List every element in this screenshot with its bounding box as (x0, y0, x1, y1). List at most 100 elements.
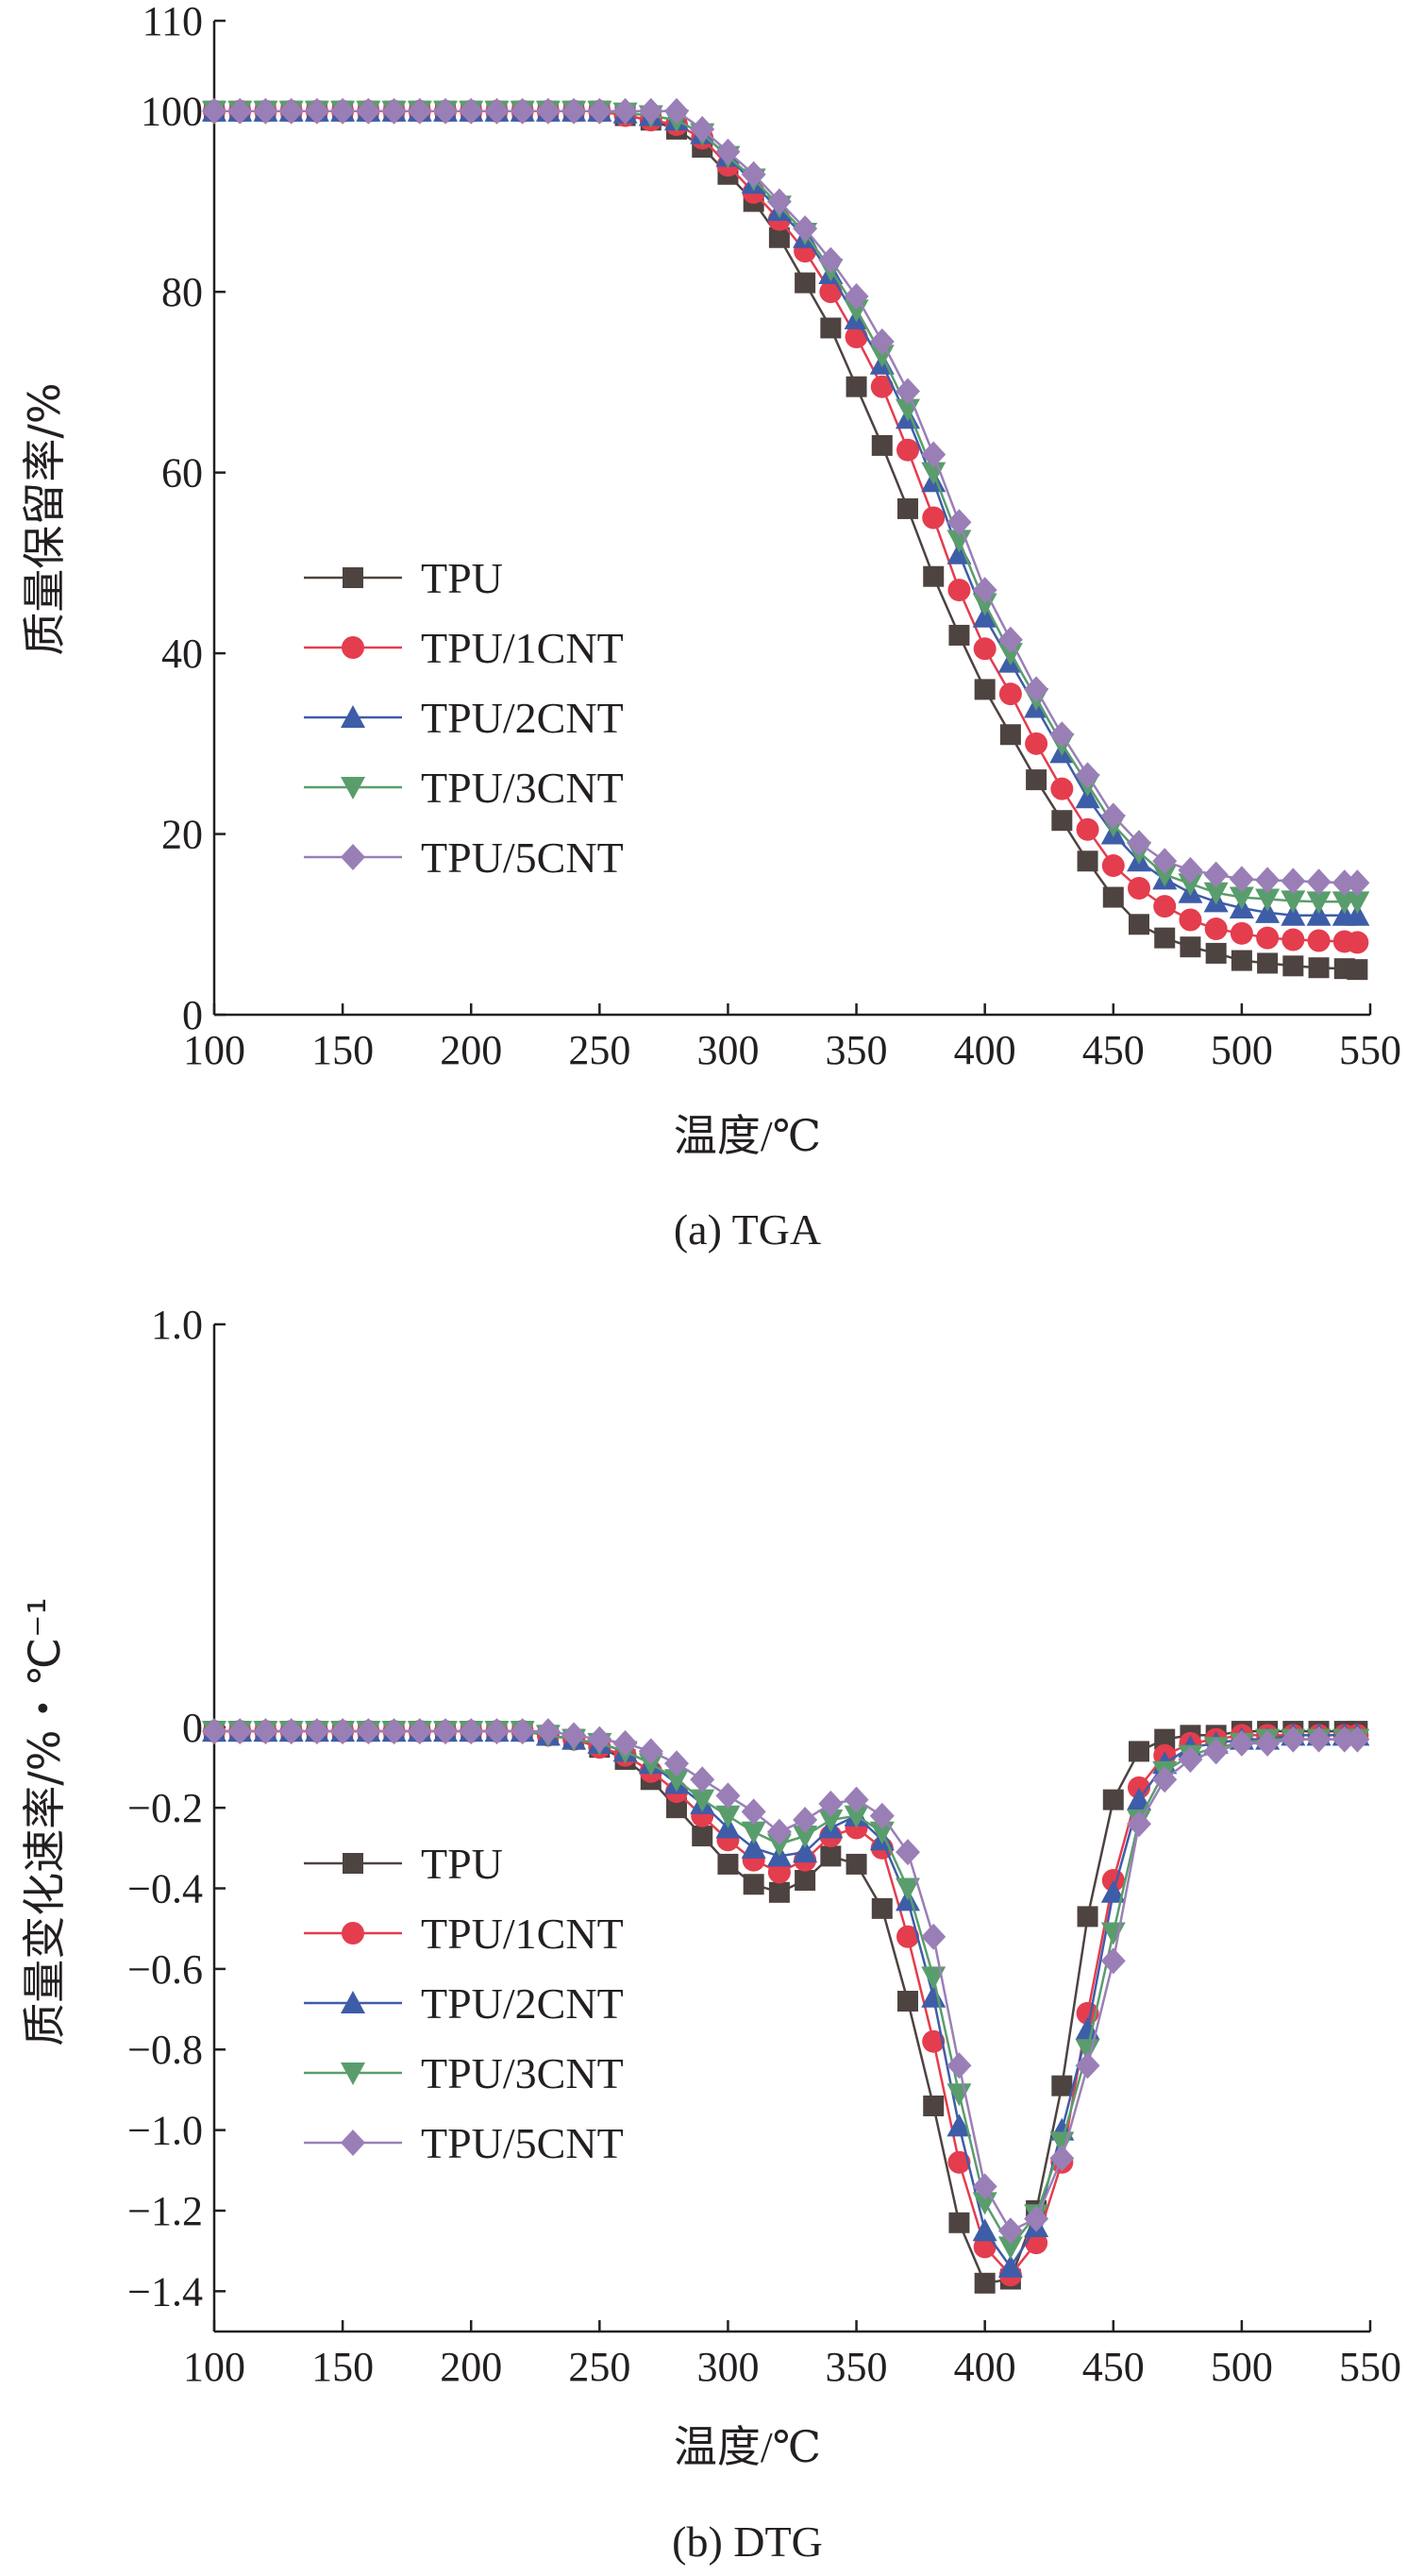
data-point (1306, 868, 1332, 896)
data-point (1049, 2145, 1075, 2172)
tga-y-axis-label: 质量保留率/% (19, 382, 70, 655)
data-point (972, 2218, 997, 2242)
legend-item: TPU/2CNT (304, 694, 624, 742)
data-point (1282, 955, 1304, 977)
data-point (1345, 869, 1370, 897)
x-tick-label: 450 (1082, 2344, 1145, 2390)
data-point (896, 378, 920, 405)
x-tick-label: 500 (1211, 1027, 1273, 1073)
data-point (795, 1869, 816, 1891)
data-point (1255, 867, 1281, 894)
data-point (846, 1853, 867, 1875)
data-point (330, 1718, 356, 1745)
data-point (510, 1718, 535, 1745)
data-point (845, 326, 868, 349)
legend-marker (341, 2130, 365, 2156)
data-point (844, 282, 869, 310)
y-tick-label: −1.0 (127, 2108, 203, 2154)
data-point (1100, 1947, 1126, 1975)
legend-label: TPU/3CNT (421, 2049, 624, 2097)
legend-item: TPU/1CNT (304, 624, 624, 672)
data-point (612, 97, 638, 125)
data-point (897, 497, 918, 519)
data-point (1346, 931, 1369, 954)
data-point (897, 1991, 918, 2012)
data-point (1204, 918, 1228, 941)
data-point (972, 593, 997, 616)
data-point (766, 1818, 792, 1845)
x-tick-label: 400 (954, 2344, 1016, 2390)
data-point (381, 97, 407, 125)
legend-marker (343, 1853, 363, 1874)
data-point (946, 541, 972, 564)
data-point (1077, 1906, 1098, 1928)
data-point (1203, 1738, 1229, 1765)
data-point (1229, 1729, 1254, 1757)
data-point (638, 97, 663, 125)
data-point (253, 1718, 278, 1745)
data-point (1024, 2205, 1049, 2232)
y-tick-label: 20 (161, 812, 203, 858)
x-tick-label: 200 (440, 2344, 502, 2390)
data-point (766, 188, 792, 215)
data-point (1203, 861, 1229, 888)
data-point (1102, 1789, 1124, 1810)
legend: TPU TPU/1CNT TPU/2CNT TPU/3CNT TPU/5CNT (304, 1840, 624, 2167)
y-tick-label: 110 (142, 0, 203, 44)
data-point (1230, 921, 1253, 945)
legend-marker (341, 2062, 365, 2085)
y-tick-label: 80 (161, 269, 203, 315)
data-point (1203, 882, 1229, 905)
x-tick-label: 250 (568, 2344, 630, 2390)
series-tpu (204, 100, 1368, 981)
legend-marker (341, 705, 365, 728)
legend-label: TPU (421, 1840, 503, 1888)
data-point (666, 1797, 687, 1819)
data-point (1049, 721, 1075, 749)
data-point (1128, 876, 1150, 900)
data-point (638, 1738, 663, 1765)
data-point (896, 438, 919, 462)
data-point (1281, 902, 1306, 926)
data-point (1025, 732, 1048, 755)
data-point (923, 565, 945, 587)
data-point (820, 317, 842, 339)
data-point (1307, 929, 1331, 952)
data-point (1127, 1810, 1151, 1838)
data-point (1178, 856, 1203, 884)
data-point (767, 1860, 791, 1884)
data-point (946, 509, 972, 536)
data-point (1076, 817, 1099, 841)
data-point (741, 160, 766, 188)
data-point (1306, 902, 1332, 926)
series-tpu-5cnt (202, 1718, 1370, 2245)
data-point (433, 1718, 458, 1745)
dtg-y-axis-label: 质量变化速率/%・℃⁻¹ (19, 1597, 70, 2046)
data-point (381, 1718, 407, 1745)
legend-item: TPU/2CNT (304, 1979, 624, 2028)
data-point (1026, 769, 1047, 791)
data-point (974, 679, 996, 700)
data-point (922, 506, 946, 530)
data-point (997, 2217, 1023, 2245)
data-point (1101, 854, 1125, 878)
data-point (278, 97, 304, 125)
legend-label: TPU/3CNT (421, 764, 624, 812)
data-point (947, 579, 971, 602)
data-point (690, 1789, 715, 1812)
series-line (214, 109, 1358, 884)
data-point (484, 97, 510, 125)
data-point (768, 227, 790, 248)
series-line (214, 1729, 1358, 2249)
data-point (946, 2052, 972, 2079)
legend-label: TPU/2CNT (421, 1979, 624, 2028)
data-point (948, 2212, 970, 2233)
data-point (997, 2236, 1023, 2260)
y-tick-label: 100 (141, 89, 203, 135)
data-point (1153, 895, 1177, 918)
data-point (743, 1874, 764, 1895)
panel-a-tga: 100 150 200 250 300 350 400 450 500 550 0 20 40 60 80 1… (19, 0, 1401, 1254)
data-point (1345, 891, 1370, 915)
data-point (717, 1853, 739, 1875)
data-point (896, 1839, 920, 1866)
